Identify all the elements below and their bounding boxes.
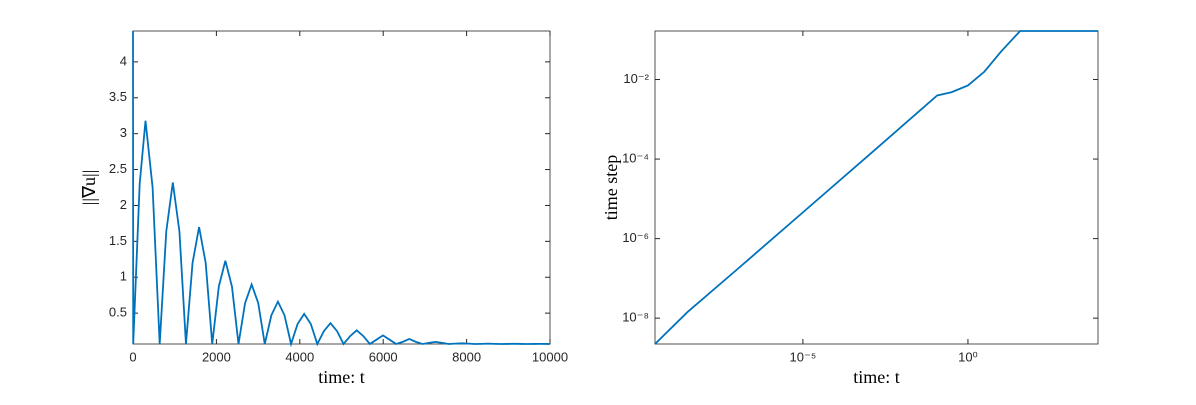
x-tick-label: 0	[129, 349, 136, 364]
y-axis-label: time step	[601, 155, 621, 221]
y-tick-label: 10⁻⁴	[622, 151, 649, 166]
y-tick-label: 10⁻²	[623, 71, 649, 86]
line-series	[654, 30, 1098, 345]
y-tick-label: 10⁻⁶	[622, 230, 649, 245]
line-series	[132, 30, 551, 348]
y-tick-label: 0.5	[109, 305, 127, 320]
y-tick-label: 2	[120, 197, 127, 212]
x-tick-label: 10⁻⁵	[790, 349, 817, 364]
y-axis-label: ||∇u||	[79, 170, 99, 205]
y-tick-label: 4	[120, 53, 127, 68]
y-tick-label: 1	[120, 269, 127, 284]
y-tick-label: 3.5	[109, 89, 127, 104]
axes-box	[132, 30, 551, 345]
y-tick-label: 2.5	[109, 161, 127, 176]
axes-box	[654, 30, 1099, 345]
x-tick-label: 10000	[532, 349, 568, 364]
x-axis-label: time: t	[853, 367, 900, 387]
x-axis-label: time: t	[318, 367, 365, 387]
y-tick-label: 10⁻⁸	[622, 310, 649, 325]
x-tick-label: 8000	[452, 349, 481, 364]
y-tick-label: 3	[120, 125, 127, 140]
y-tick-label: 1.5	[109, 233, 127, 248]
x-tick-label: 2000	[202, 349, 231, 364]
x-tick-label: 4000	[285, 349, 314, 364]
x-tick-label: 6000	[369, 349, 398, 364]
x-tick-label: 10⁰	[958, 349, 978, 364]
